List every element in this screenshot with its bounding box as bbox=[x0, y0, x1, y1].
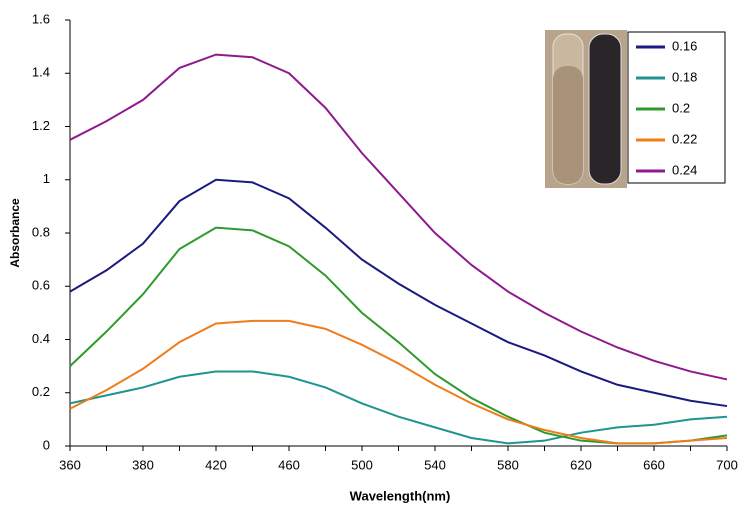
y-tick-label: 0.4 bbox=[32, 331, 50, 346]
x-tick-label: 460 bbox=[278, 457, 300, 472]
line bbox=[69, 370, 728, 445]
y-tick-label: 0 bbox=[43, 437, 50, 452]
line bbox=[69, 178, 728, 408]
x-axis-title: Wavelength(nm) bbox=[350, 488, 451, 503]
y-tick-label: 1.6 bbox=[32, 11, 50, 26]
y-tick-label: 0.2 bbox=[32, 384, 50, 399]
line bbox=[69, 319, 728, 445]
legend-label: 0.22 bbox=[672, 131, 697, 146]
x-tick-label: 620 bbox=[570, 457, 592, 472]
y-axis-title: Absorbance bbox=[8, 198, 22, 268]
legend-label: 0.24 bbox=[672, 162, 697, 177]
x-tick-label: 500 bbox=[351, 457, 373, 472]
inset-photo bbox=[545, 30, 627, 188]
x-tick-label: 700 bbox=[716, 457, 738, 472]
x-tick-label: 660 bbox=[643, 457, 665, 472]
y-tick-label: 1 bbox=[43, 171, 50, 186]
line bbox=[69, 226, 728, 445]
line bbox=[69, 53, 728, 381]
x-tick-label: 380 bbox=[132, 457, 154, 472]
y-tick-label: 0.6 bbox=[32, 278, 50, 293]
x-tick-label: 420 bbox=[205, 457, 227, 472]
y-tick-label: 1.4 bbox=[32, 65, 50, 80]
x-tick-label: 580 bbox=[497, 457, 519, 472]
y-tick-label: 1.2 bbox=[32, 118, 50, 133]
legend-label: 0.16 bbox=[672, 38, 697, 53]
y-tick-label: 0.8 bbox=[32, 224, 50, 239]
legend-label: 0.18 bbox=[672, 69, 697, 84]
x-tick-label: 540 bbox=[424, 457, 446, 472]
legend-label: 0.2 bbox=[672, 100, 690, 115]
x-tick-label: 360 bbox=[59, 457, 81, 472]
